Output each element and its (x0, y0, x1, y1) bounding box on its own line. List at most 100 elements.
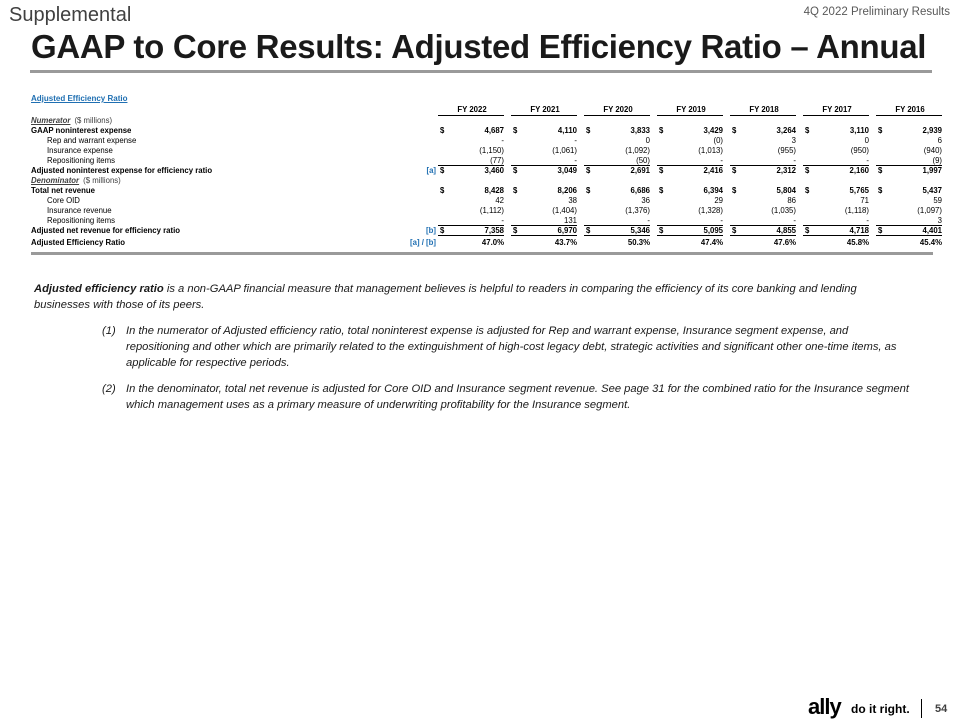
table-cell: 3,110 (849, 126, 869, 135)
currency-symbol: $ (440, 226, 445, 235)
table-row: Adjusted Efficiency Ratio [a] / [b] 47.0% 4… (31, 238, 942, 248)
cell-underline (730, 165, 796, 166)
row-reference: [a] / [b] (410, 238, 436, 247)
footnote-1: (1) In the numerator of Adjusted efficien… (34, 323, 914, 371)
table-cell: 3,429 (703, 126, 723, 135)
table-cell: - (720, 216, 723, 225)
table-cell: (1,376) (625, 206, 650, 215)
cell-underline (438, 225, 504, 226)
table-cell: 1,997 (922, 166, 942, 175)
table-cell: (1,061) (552, 146, 577, 155)
cell-underline (657, 225, 723, 226)
table-cell: (1,097) (917, 206, 942, 215)
row-label: Rep and warrant expense (47, 136, 137, 145)
table-row: Repositioning items (77) - (50) - - - (9) (31, 156, 942, 166)
row-label: Adjusted Efficiency Ratio (31, 238, 126, 247)
year-header: FY 2022 (457, 105, 487, 114)
footnote-2: (2) In the denominator, total net revenue… (34, 381, 914, 413)
footnote-number: (1) (102, 325, 116, 337)
row-label: Adjusted net revenue for efficiency rati… (31, 226, 181, 235)
footnote-text: In the numerator of Adjusted efficiency … (126, 325, 897, 369)
cell-underline (584, 235, 650, 236)
year-underline (511, 115, 577, 116)
currency-symbol: $ (805, 226, 810, 235)
table-cell: 6,394 (703, 186, 723, 195)
table-cell: 131 (563, 216, 577, 225)
year-underline (803, 115, 869, 116)
currency-symbol: $ (586, 166, 591, 175)
cell-underline (730, 235, 796, 236)
table-cell: 5,437 (922, 186, 942, 195)
currency-symbol: $ (440, 126, 445, 135)
year-header: FY 2021 (530, 105, 560, 114)
table-cell: - (866, 216, 869, 225)
row-label: Adjusted noninterest expense for efficie… (31, 166, 213, 175)
footnote-text: In the denominator, total net revenue is… (126, 383, 909, 411)
table-cell: - (574, 156, 577, 165)
cell-underline (730, 225, 796, 226)
currency-symbol: $ (805, 126, 810, 135)
table-row: Insurance revenue (1,112) (1,404) (1,376) (1… (31, 206, 942, 216)
cell-underline (657, 235, 723, 236)
cell-underline (438, 165, 504, 166)
table-cell: 38 (568, 196, 577, 205)
table-row: GAAP noninterest expense $4,687 $4,110 $3,8… (31, 126, 942, 136)
numerator-heading: Numerator ($ millions) (31, 116, 933, 126)
table-cell: (1,118) (844, 206, 869, 215)
row-label: Total net revenue (31, 186, 95, 195)
table-cell: (950) (850, 146, 869, 155)
cell-underline (803, 235, 869, 236)
table-row: Core OID 42 38 36 29 86 71 59 (31, 196, 942, 206)
page-number: 54 (935, 703, 948, 715)
table-cell: 2,939 (922, 126, 942, 135)
table-cell: 45.4% (919, 238, 942, 247)
table-title: Adjusted Efficiency Ratio (31, 94, 128, 103)
table-cell: 59 (933, 196, 942, 205)
table-row: Total net revenue $8,428 $8,206 $6,686 $6,39… (31, 186, 942, 196)
row-label: Insurance expense (47, 146, 113, 155)
table-cell: 6,970 (557, 226, 577, 235)
year-header: FY 2017 (822, 105, 852, 114)
table-cell: - (647, 216, 650, 225)
footnote-number: (2) (102, 383, 116, 395)
section-label: Supplemental (9, 4, 132, 26)
table-cell: (1,013) (698, 146, 723, 155)
year-underline (438, 115, 504, 116)
table-cell: 29 (714, 196, 723, 205)
page-title: GAAP to Core Results: Adjusted Efficienc… (31, 28, 927, 65)
table-cell: 0 (864, 136, 869, 145)
table-cell: (9) (932, 156, 942, 165)
year-underline (584, 115, 650, 116)
report-label: 4Q 2022 Preliminary Results (803, 6, 950, 18)
currency-symbol: $ (586, 226, 591, 235)
table-cell: 6,686 (630, 186, 650, 195)
row-label: Insurance revenue (47, 206, 112, 215)
table-cell: (955) (777, 146, 796, 155)
currency-symbol: $ (878, 166, 883, 175)
cell-underline (876, 225, 942, 226)
intro-lead: Adjusted efficiency ratio (34, 283, 164, 295)
table-cell: (1,328) (698, 206, 723, 215)
currency-symbol: $ (878, 226, 883, 235)
table-cell: 3,264 (776, 126, 796, 135)
table-cell: (77) (490, 156, 504, 165)
table-cell: (940) (923, 146, 942, 155)
currency-symbol: $ (513, 126, 518, 135)
table-cell: 0 (645, 136, 650, 145)
title-rule (30, 70, 932, 73)
table-cell: 2,416 (703, 166, 723, 175)
row-label: GAAP noninterest expense (31, 126, 132, 135)
currency-symbol: $ (586, 186, 591, 195)
currency-symbol: $ (440, 186, 445, 195)
table-cell: 4,855 (776, 226, 796, 235)
year-header-row: FY 2022 FY 2021 FY 2020 FY 2019 FY 2018 FY 20… (31, 104, 942, 116)
table-row: Rep and warrant expense - - 0 (0) 3 0 6 (31, 136, 942, 146)
currency-symbol: $ (659, 186, 664, 195)
currency-symbol: $ (659, 166, 664, 175)
denominator-heading: Denominator ($ millions) (31, 176, 933, 186)
denominator-label: Denominator (31, 176, 80, 185)
table-cell: - (501, 136, 504, 145)
table-cell: 47.4% (700, 238, 723, 247)
cell-underline (803, 225, 869, 226)
cell-underline (438, 235, 504, 236)
